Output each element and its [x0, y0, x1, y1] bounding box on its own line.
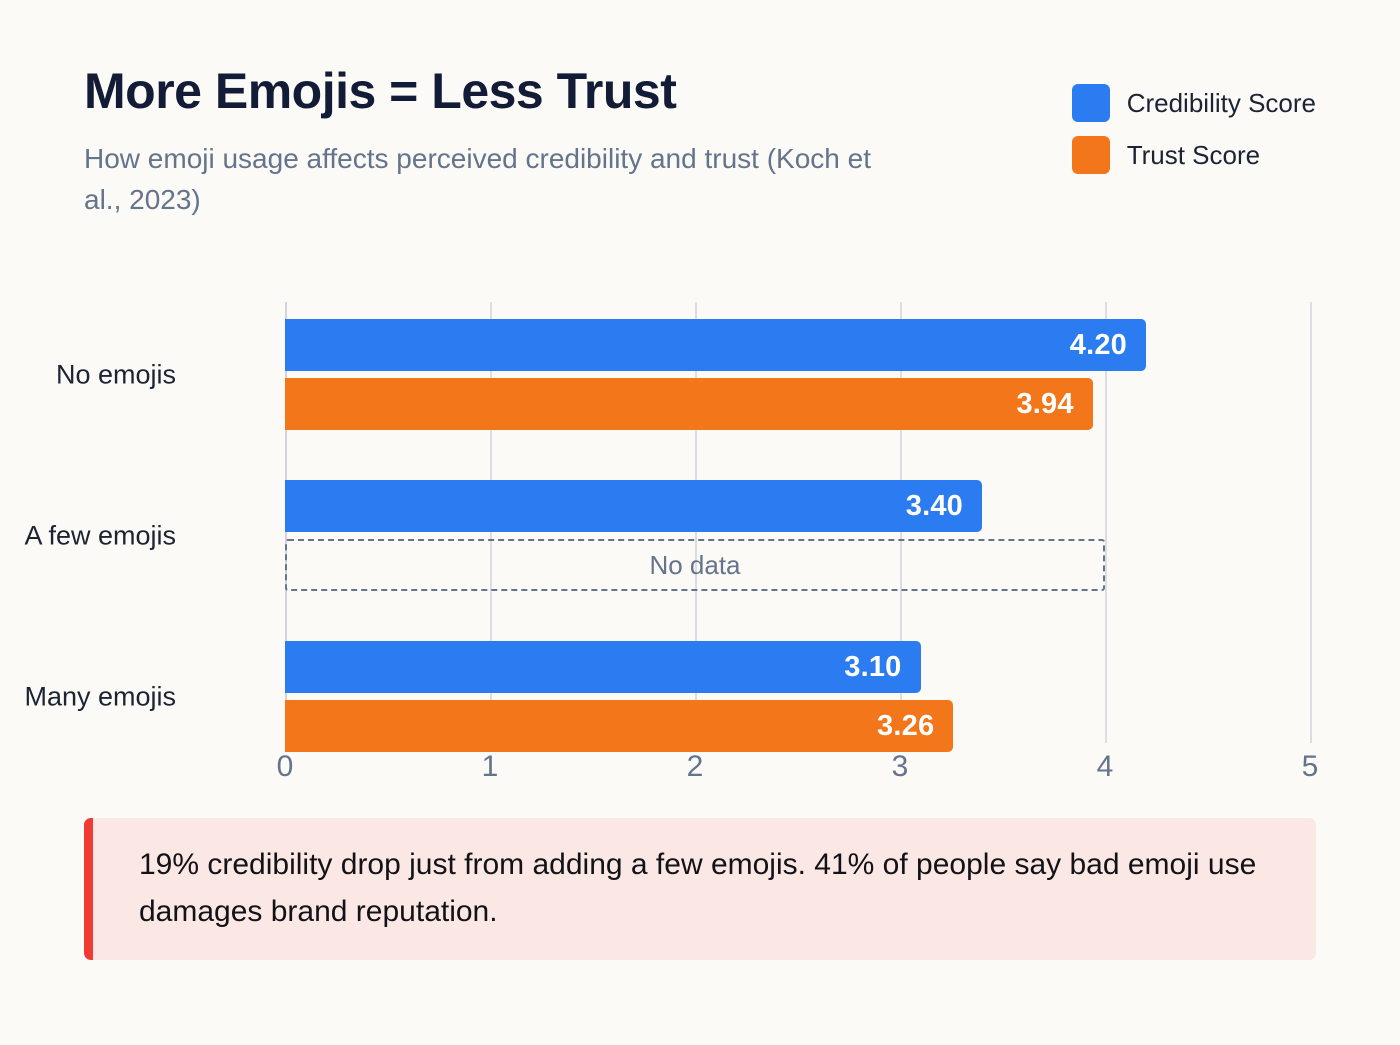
legend-item-trust[interactable]: Trust Score [1071, 136, 1316, 174]
gridline-4 [1105, 302, 1107, 743]
chart-header: More Emojis = Less Trust How emoji usage… [84, 66, 1316, 221]
x-tick-1: 1 [481, 750, 499, 783]
x-tick-2: 2 [686, 750, 704, 783]
bar-credibility-score[interactable]: 4.20 [285, 319, 1146, 371]
category-label-a-few-emojis: A few emojis [24, 520, 176, 550]
category-label-many-emojis: Many emojis [24, 681, 176, 711]
bar-value-label: 3.40 [905, 489, 963, 522]
bar-trust-score[interactable]: 3.26 [285, 700, 954, 752]
bar-value-label: 3.10 [844, 650, 902, 683]
title-block: More Emojis = Less Trust How emoji usage… [84, 66, 944, 221]
bar-value-label: 4.20 [1069, 328, 1127, 361]
legend-item-credibility[interactable]: Credibility Score [1071, 84, 1316, 122]
legend-label-trust: Trust Score [1126, 139, 1261, 170]
bar-no-data-placeholder[interactable]: No data [285, 539, 1105, 591]
chart-plot-area: 4.20 3.94 3.40 No data 3.10 3.26 No emojis A f… [24, 302, 1318, 783]
callout-text: 19% credibility drop just from adding a … [139, 848, 1257, 928]
bar-row: 3.94 [285, 378, 1310, 430]
bar-credibility-score[interactable]: 3.10 [285, 641, 921, 693]
page-title: More Emojis = Less Trust [84, 63, 677, 119]
bar-row: 3.10 [285, 641, 1310, 693]
chart-subtitle: How emoji usage affects perceived credib… [84, 143, 871, 216]
bar-row: 3.40 [285, 480, 1310, 532]
callout-accent-bar [84, 818, 93, 960]
gridline-5 [1310, 302, 1312, 743]
bar-row: No data [285, 539, 1310, 591]
bar-credibility-score[interactable]: 3.40 [285, 480, 982, 532]
bar-value-label: 3.26 [877, 709, 935, 742]
bar-trust-score[interactable]: 3.94 [285, 378, 1093, 430]
bar-row: 3.26 [285, 700, 1310, 752]
x-tick-0: 0 [276, 750, 294, 783]
legend-swatch-trust-icon [1071, 136, 1110, 174]
bar-groups: 4.20 3.94 3.40 No data 3.10 3.26 [285, 302, 1310, 752]
chart-legend: Credibility Score Trust Score [1071, 84, 1316, 174]
bar-row: 4.20 [285, 319, 1310, 371]
category-label-no-emojis: No emojis [55, 359, 176, 389]
no-data-label: No data [649, 549, 741, 580]
callout-box: 19% credibility drop just from adding a … [84, 818, 1316, 960]
legend-swatch-credibility-icon [1071, 84, 1110, 122]
x-tick-5: 5 [1301, 750, 1319, 783]
legend-label-credibility: Credibility Score [1126, 87, 1316, 118]
x-tick-3: 3 [891, 750, 909, 783]
x-tick-4: 4 [1096, 750, 1114, 783]
bar-value-label: 3.94 [1016, 387, 1074, 420]
